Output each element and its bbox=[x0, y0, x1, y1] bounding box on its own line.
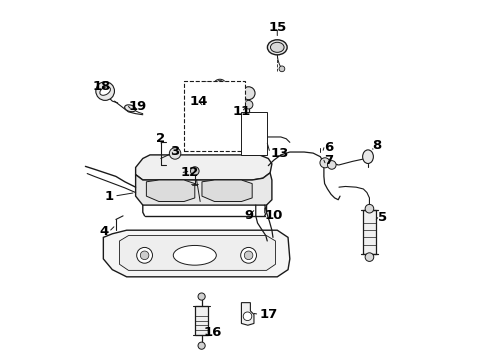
Polygon shape bbox=[103, 230, 290, 277]
Ellipse shape bbox=[200, 84, 215, 90]
Circle shape bbox=[191, 167, 199, 175]
Text: 11: 11 bbox=[232, 105, 250, 118]
Text: 19: 19 bbox=[128, 100, 147, 113]
Ellipse shape bbox=[268, 40, 287, 55]
Circle shape bbox=[245, 100, 253, 109]
Polygon shape bbox=[147, 180, 195, 202]
Circle shape bbox=[245, 251, 253, 260]
Text: 8: 8 bbox=[372, 139, 382, 152]
Circle shape bbox=[365, 253, 374, 261]
Polygon shape bbox=[136, 155, 272, 180]
Bar bbox=[242, 112, 267, 155]
Bar bbox=[184, 81, 245, 151]
Circle shape bbox=[170, 148, 181, 159]
Text: 9: 9 bbox=[244, 210, 253, 222]
Ellipse shape bbox=[215, 79, 225, 87]
Ellipse shape bbox=[173, 246, 216, 265]
Circle shape bbox=[279, 66, 285, 72]
Ellipse shape bbox=[124, 105, 136, 112]
Text: 6: 6 bbox=[324, 141, 333, 154]
Bar bbox=[363, 211, 376, 253]
Circle shape bbox=[137, 247, 152, 263]
Text: 1: 1 bbox=[105, 190, 114, 203]
Text: 4: 4 bbox=[99, 225, 109, 238]
Polygon shape bbox=[136, 173, 272, 205]
Text: 5: 5 bbox=[378, 211, 387, 224]
Text: 7: 7 bbox=[324, 154, 333, 167]
Text: 13: 13 bbox=[270, 147, 289, 159]
Text: 14: 14 bbox=[189, 95, 208, 108]
Ellipse shape bbox=[248, 134, 259, 141]
Circle shape bbox=[242, 87, 255, 100]
Text: 10: 10 bbox=[265, 210, 283, 222]
Ellipse shape bbox=[196, 82, 218, 92]
Ellipse shape bbox=[270, 42, 284, 52]
Text: 17: 17 bbox=[259, 308, 278, 321]
Text: 3: 3 bbox=[170, 145, 179, 158]
Circle shape bbox=[198, 293, 205, 300]
Text: 16: 16 bbox=[204, 326, 222, 339]
Text: 18: 18 bbox=[93, 80, 111, 93]
Polygon shape bbox=[202, 180, 252, 202]
Circle shape bbox=[217, 80, 223, 86]
Circle shape bbox=[243, 312, 252, 320]
Text: 12: 12 bbox=[180, 166, 199, 179]
Circle shape bbox=[140, 251, 149, 260]
Circle shape bbox=[241, 247, 256, 263]
Polygon shape bbox=[242, 303, 254, 325]
Circle shape bbox=[365, 204, 374, 213]
Circle shape bbox=[224, 123, 236, 134]
Bar bbox=[195, 306, 208, 335]
Circle shape bbox=[327, 161, 336, 169]
Circle shape bbox=[198, 342, 205, 349]
Text: 2: 2 bbox=[156, 132, 165, 145]
Ellipse shape bbox=[363, 150, 373, 163]
Text: 15: 15 bbox=[268, 21, 286, 34]
Ellipse shape bbox=[100, 87, 110, 95]
Polygon shape bbox=[120, 235, 275, 270]
Circle shape bbox=[320, 158, 330, 168]
Circle shape bbox=[96, 82, 115, 100]
